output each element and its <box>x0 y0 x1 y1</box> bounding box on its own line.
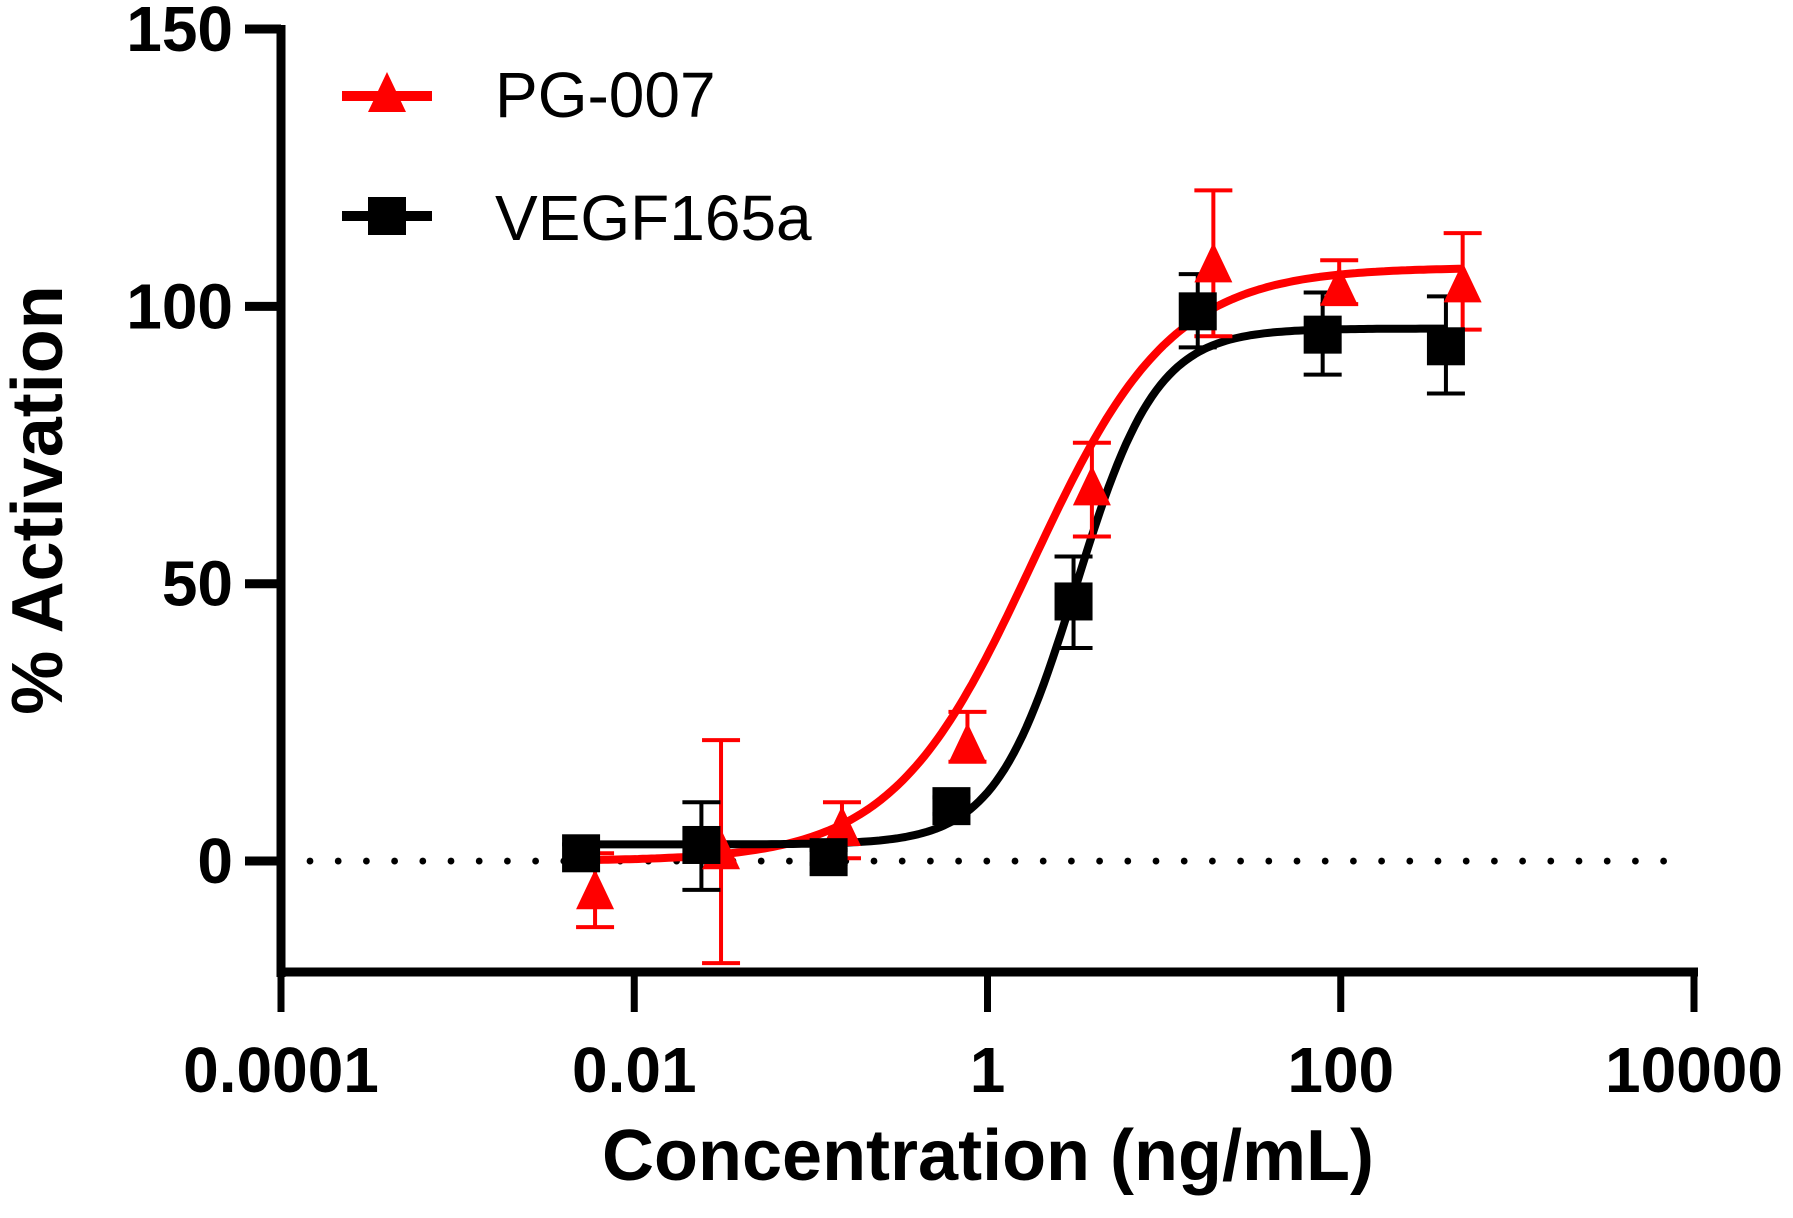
reference-dot <box>1406 857 1414 865</box>
reference-dot <box>391 857 398 865</box>
data-point-vegf165a <box>1054 582 1093 621</box>
y-axis-title: % Activation <box>0 285 78 714</box>
data-point-pg-007 <box>1320 265 1359 306</box>
reference-dot <box>927 857 934 865</box>
reference-dot <box>1293 857 1301 865</box>
reference-dot <box>757 857 765 865</box>
y-tick-label: 0 <box>197 825 233 897</box>
reference-dot <box>1321 857 1329 865</box>
data-markers <box>562 242 1482 910</box>
y-tick-label: 50 <box>162 548 233 620</box>
reference-dot <box>983 857 991 865</box>
legend-label-vegf165a: VEGF165a <box>495 182 812 254</box>
reference-dot <box>1124 857 1132 865</box>
data-point-vegf165a <box>809 838 848 877</box>
reference-dot <box>532 857 539 865</box>
reference-dot <box>898 857 906 865</box>
reference-dot <box>1462 857 1470 865</box>
legend-item-pg-007: PG-007 <box>342 59 716 131</box>
reference-dot <box>306 857 314 865</box>
reference-dot <box>363 857 370 865</box>
y-tick-label: 100 <box>126 270 233 342</box>
data-point-pg-007 <box>1072 465 1111 506</box>
x-tick-label: 0.01 <box>572 1034 697 1106</box>
reference-dot <box>1265 857 1273 865</box>
reference-dot <box>419 857 427 865</box>
reference-dot <box>475 857 483 865</box>
data-point-vegf165a <box>1303 315 1342 354</box>
reference-dot <box>1519 857 1526 865</box>
data-point-pg-007 <box>1443 262 1482 303</box>
reference-dot <box>1237 857 1244 865</box>
reference-dot <box>1152 857 1160 865</box>
zero-reference-line <box>306 857 1667 865</box>
x-tick-label: 100 <box>1287 1034 1394 1106</box>
axes <box>245 24 1698 1012</box>
legend-triangle-icon <box>368 72 406 112</box>
fit-curve-vegf165a <box>581 324 1446 849</box>
reference-dot <box>1350 857 1357 865</box>
data-point-pg-007 <box>822 805 861 846</box>
reference-dot <box>1491 857 1498 865</box>
data-point-vegf165a <box>1426 327 1465 366</box>
fit-curve-pg-007 <box>595 264 1463 864</box>
reference-dot <box>334 857 342 865</box>
reference-dot <box>1039 857 1047 865</box>
data-point-vegf165a <box>1178 292 1217 331</box>
x-tick-label: 0.0001 <box>183 1034 379 1106</box>
reference-dot <box>786 857 793 865</box>
reference-dot <box>1096 857 1103 865</box>
reference-dot <box>1434 857 1442 865</box>
data-point-vegf165a <box>682 825 721 864</box>
reference-dot <box>955 857 962 865</box>
reference-dot <box>1011 857 1019 865</box>
reference-dot <box>1660 857 1667 865</box>
reference-dot <box>1378 857 1385 865</box>
reference-dot <box>1603 857 1611 865</box>
x-axis-title: Concentration (ng/mL) <box>602 1116 1374 1196</box>
data-point-pg-007 <box>576 869 615 910</box>
x-tick-label: 1 <box>970 1034 1006 1106</box>
tick-labels: 0 50 100 150 0.0001 0.01 1 100 10000 <box>126 0 1783 1106</box>
data-point-vegf165a <box>562 834 601 873</box>
legend: PG-007 VEGF165a <box>342 59 812 254</box>
data-point-pg-007 <box>1194 242 1233 283</box>
legend-item-vegf165a: VEGF165a <box>342 182 812 254</box>
y-tick-label: 150 <box>126 0 233 65</box>
fit-curves <box>581 264 1463 864</box>
data-point-vegf165a <box>932 787 971 826</box>
data-point-pg-007 <box>948 722 987 763</box>
reference-dot <box>1068 857 1075 865</box>
legend-label-pg-007: PG-007 <box>495 59 716 131</box>
reference-dot <box>1209 857 1216 865</box>
reference-dot <box>1632 857 1639 865</box>
reference-dot <box>1575 857 1583 865</box>
reference-dot <box>504 857 511 865</box>
reference-dot <box>1547 857 1555 865</box>
reference-dot <box>1180 857 1188 865</box>
legend-square-icon <box>368 197 406 235</box>
reference-dot <box>870 857 878 865</box>
reference-dot <box>447 857 455 865</box>
x-tick-label: 10000 <box>1605 1034 1783 1106</box>
